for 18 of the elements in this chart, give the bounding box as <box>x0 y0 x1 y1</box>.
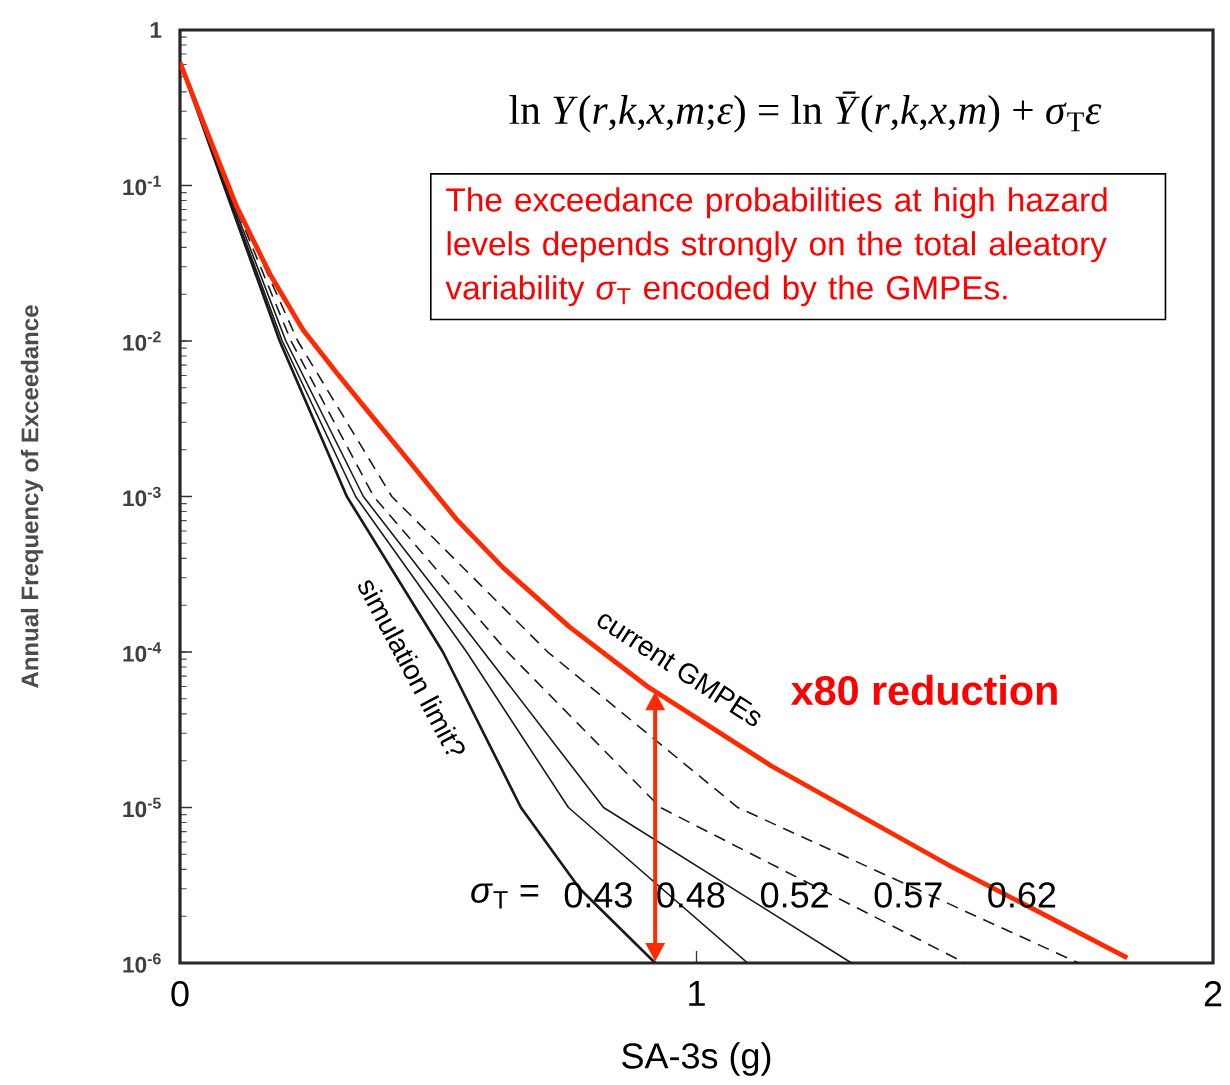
text: ln Y(r,k,x,m;ε) = ln Ȳ(r,k,x,m) + σ$_{T}$ε <box>509 91 1102 133</box>
y-axis-title: Annual Frequency of Exceedance <box>20 305 44 688</box>
series-label: 0.52 <box>761 882 828 908</box>
y-tick-label: 1 <box>150 22 162 38</box>
series-label: 0.57 <box>874 882 942 908</box>
annotation: The exceedance probabilities at high hazard levels depends strongly on the total aleatory variability σ$_{T}$ encoded by the GMPEs. <box>445 187 1107 307</box>
annotation: σ$_{T}$ = <box>471 883 539 909</box>
y-tick-label: 10$^{-1}$ <box>123 175 161 196</box>
y-tick-label: 10$^{-6}$ <box>123 953 161 973</box>
y-tick-label: 10$^{-5}$ <box>123 797 161 818</box>
x-tick-label: 1 <box>689 981 705 1006</box>
x-tick-label: 0 <box>171 981 189 1007</box>
x-tick-label: 2 <box>1204 981 1222 1007</box>
y-tick-label: 10$^{-4}$ <box>123 642 162 662</box>
y-tick-label: 10$^{-3}$ <box>123 486 161 507</box>
x-axis-title: SA-3s (g) <box>622 1042 771 1076</box>
annotation: x80 reduction <box>790 674 1057 706</box>
y-tick-label: 10$^{-2}$ <box>123 331 161 351</box>
